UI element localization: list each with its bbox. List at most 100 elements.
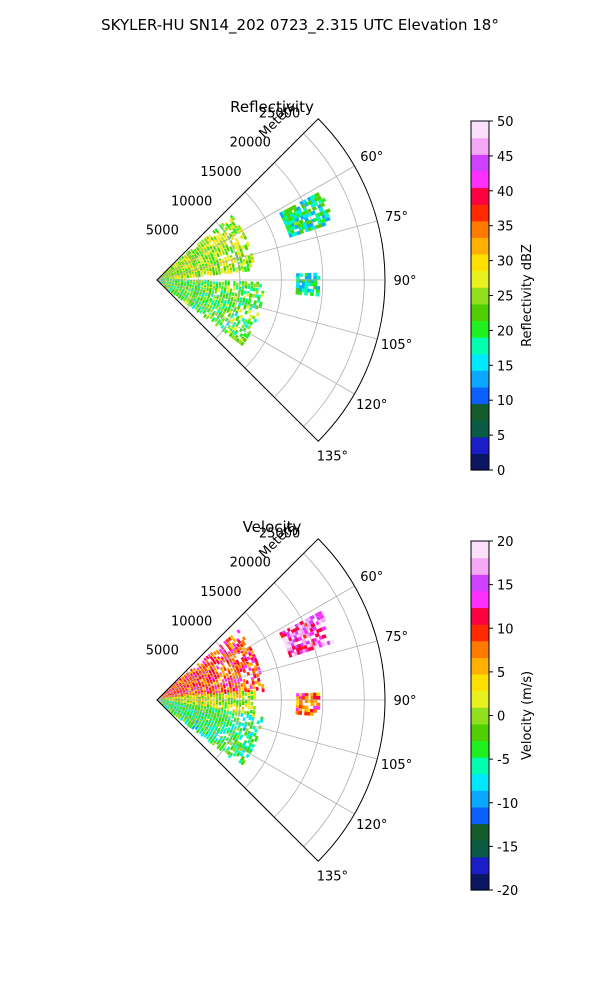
- echo-cell: [244, 268, 247, 273]
- echo-cell: [228, 332, 233, 338]
- echo-cell: [306, 208, 312, 214]
- echo-cell: [316, 623, 323, 629]
- echo-cell: [227, 313, 232, 318]
- echo-cell: [234, 682, 238, 687]
- echo-cell: [312, 201, 319, 207]
- echo-cell: [213, 700, 216, 705]
- echo-cell: [209, 679, 213, 684]
- echo-cell: [198, 273, 201, 278]
- echo-cell: [304, 285, 309, 290]
- colorbar-tick-label: -15: [497, 840, 518, 855]
- echo-cell: [212, 229, 217, 235]
- echo-cell: [239, 727, 243, 732]
- echo-cell: [304, 708, 309, 713]
- echo-cell: [226, 267, 230, 271]
- echo-cell: [182, 718, 187, 723]
- echo-cell: [228, 682, 232, 686]
- echo-cell: [222, 654, 227, 659]
- echo-cell: [241, 245, 245, 250]
- echo-cell: [257, 682, 262, 687]
- echo-cell: [170, 709, 175, 714]
- colorbar-tick-label: 5: [497, 429, 505, 444]
- echo-cell: [236, 241, 241, 246]
- azimuth-tick-label: 90°: [393, 274, 416, 289]
- echo-cell: [215, 271, 218, 276]
- echo-cell: [214, 311, 219, 317]
- echo-cell: [227, 753, 232, 759]
- reflectivity-echo-cells: [158, 192, 331, 347]
- echo-cell: [240, 683, 244, 687]
- echo-cell: [224, 749, 229, 754]
- echo-cell: [227, 324, 232, 330]
- colorbar-swatch: [471, 673, 489, 692]
- velocity-echo-cells: [158, 610, 335, 766]
- echo-cell: [220, 324, 225, 329]
- echo-cell: [307, 272, 312, 277]
- colorbar-swatch: [471, 640, 489, 658]
- echo-cell: [309, 614, 315, 621]
- azimuth-spoke: [156, 279, 378, 340]
- echo-cell: [236, 661, 241, 666]
- echo-cell: [217, 687, 221, 692]
- echo-cell: [237, 639, 242, 645]
- colorbar-swatch: [471, 320, 489, 338]
- echo-cell: [186, 274, 190, 279]
- echo-cell: [227, 636, 232, 642]
- echo-cell: [251, 681, 255, 685]
- echo-cell: [249, 724, 253, 730]
- echo-cell: [320, 197, 327, 203]
- echo-cell: [232, 643, 237, 648]
- echo-cell: [243, 650, 248, 655]
- colorbar-swatch: [471, 707, 489, 725]
- echo-cell: [236, 649, 241, 655]
- echo-cell: [233, 693, 236, 697]
- echo-cell: [253, 695, 257, 700]
- echo-cell: [246, 671, 251, 676]
- azimuth-spoke: [156, 699, 355, 815]
- echo-cell: [239, 747, 244, 752]
- echo-cell: [237, 252, 242, 257]
- echo-cell: [251, 659, 256, 664]
- echo-cell: [224, 705, 227, 709]
- sector-frame: [156, 538, 386, 862]
- echo-cell: [246, 320, 251, 325]
- colorbar-swatch: [471, 590, 489, 609]
- echo-cell: [233, 224, 238, 230]
- colorbar-swatch: [471, 773, 489, 791]
- echo-cell: [295, 705, 300, 709]
- echo-cell: [228, 310, 233, 315]
- echo-cell: [233, 282, 236, 287]
- echo-cell: [231, 724, 235, 730]
- echo-cell: [227, 641, 232, 647]
- echo-cell: [232, 321, 237, 327]
- echo-cell: [200, 732, 205, 737]
- colorbar-tick-label: 10: [497, 394, 514, 409]
- echo-cell: [232, 267, 236, 272]
- echo-cell: [297, 636, 303, 642]
- echo-cell: [207, 254, 211, 259]
- echo-cell: [317, 610, 323, 617]
- colorbar-tick-label: 35: [497, 220, 514, 235]
- echo-cell: [255, 673, 260, 678]
- echo-cell: [226, 247, 230, 252]
- echo-cell: [318, 614, 325, 620]
- echo-cell: [234, 312, 238, 317]
- echo-cell: [241, 641, 247, 647]
- echo-cell: [227, 705, 230, 710]
- echo-cell: [239, 668, 243, 673]
- echo-cell: [325, 216, 331, 222]
- echo-cell: [233, 702, 236, 707]
- echo-cell: [223, 640, 228, 645]
- reflectivity-panel: Reflectivity 60° 75° 90° 105° 120° 135° 5000 10…: [146, 98, 535, 479]
- echo-cell: [226, 308, 230, 314]
- echo-cell: [243, 305, 247, 310]
- echo-cell: [175, 275, 178, 280]
- echo-cell: [244, 256, 249, 261]
- echo-cell: [227, 691, 230, 696]
- echo-cell: [241, 690, 245, 695]
- echo-cell: [240, 341, 245, 347]
- range-tick-label: 10000: [171, 614, 212, 629]
- echo-cell: [298, 696, 303, 700]
- echo-cell: [304, 705, 309, 710]
- echo-cell: [251, 315, 256, 320]
